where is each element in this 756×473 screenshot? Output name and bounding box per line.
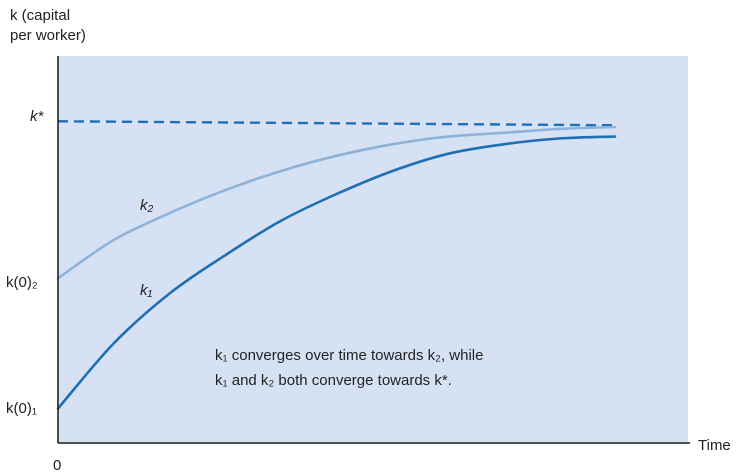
series-label-k1: k₁: [140, 282, 153, 299]
x-axis-label: Time: [698, 437, 731, 454]
y-axis-label-line2: per worker): [10, 27, 86, 44]
y-axis-label-line1: k (capital: [10, 7, 70, 24]
series-line-k1: [56, 135, 617, 410]
series-line-k2: [56, 125, 617, 280]
annotation-line-1: k₁ converges over time towards k₂, while: [215, 347, 483, 364]
steady-state-label: k*: [30, 108, 45, 125]
plot-background: [58, 56, 688, 444]
k02-label: k(0)₂: [6, 274, 38, 291]
annotation-line-2: k₁ and k₂ both converge towards k*.: [215, 372, 452, 389]
x-origin-label: 0: [53, 457, 61, 473]
series-label-k2: k₂: [140, 197, 154, 214]
series-group: k₂ k₁: [56, 120, 617, 410]
steady-state-line: [57, 120, 616, 127]
k01-label: k(0)₁: [6, 400, 37, 417]
